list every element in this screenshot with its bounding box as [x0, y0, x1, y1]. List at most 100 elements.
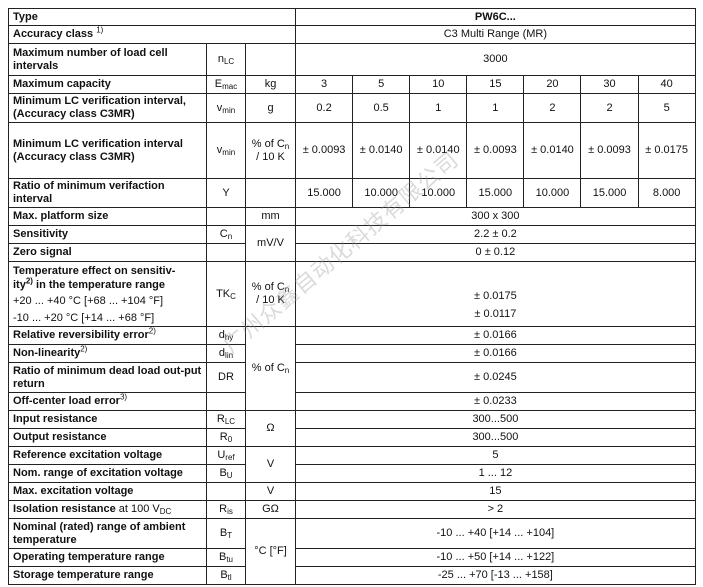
value: 10.000 [409, 178, 468, 208]
symbol: Cn [206, 225, 246, 244]
value: 2 [580, 93, 639, 123]
label: Ratio of minimum dead load out-put retur… [8, 362, 207, 393]
row-sensitivity: Sensitivity Cn mV/V 2.2 ± 0.2 [8, 225, 696, 262]
label: Nominal (rated) range of ambient tempera… [8, 518, 207, 549]
value: ± 0.0166 [295, 344, 696, 363]
unit: % of Cn/ 10 K [244, 122, 297, 179]
label: Nom. range of excitation voltage [8, 464, 207, 483]
row-temperature-effect: Temperature effect on sensitiv-ity2) in … [8, 261, 696, 327]
value: ± 0.0166 [295, 326, 696, 345]
value: 300...500 [295, 428, 696, 447]
value: 300 x 300 [295, 207, 696, 226]
value: -25 ... +70 [-13 ... +158] [295, 566, 696, 585]
unit: mm [244, 207, 297, 226]
value: 20 [523, 75, 582, 94]
value: ± 0.0175 ± 0.0117 [295, 261, 696, 327]
unit: Ω [244, 410, 297, 447]
row-input-resistance: Input resistance RLC Ω 300...500 [8, 410, 696, 447]
value: -10 ... +40 [+14 ... +104] [295, 518, 696, 549]
value: 15 [466, 75, 525, 94]
label: Maximum capacity [8, 75, 207, 94]
value: 300...500 [295, 410, 696, 429]
unit [244, 178, 297, 208]
label: Relative reversibility error2) [8, 326, 207, 345]
symbol: BT [206, 518, 246, 549]
value: 0.5 [352, 93, 411, 123]
label: Temperature effect on sensitiv-ity2) in … [8, 261, 207, 327]
symbol: TKC [206, 261, 246, 327]
symbol: vmin [206, 122, 246, 179]
unit: GΩ [244, 500, 297, 519]
row-operating-temperature: Operating temperature range Btu -10 ... … [8, 548, 696, 567]
symbol: Emac [206, 75, 246, 94]
label: Output resistance [8, 428, 207, 447]
symbol [206, 482, 246, 501]
row-platform: Max. platform size mm 300 x 300 [8, 207, 696, 226]
row-storage-temperature: Storage temperature range Btl -25 ... +7… [8, 566, 696, 585]
value: ± 0.0140 [352, 122, 411, 179]
label: Storage temperature range [8, 566, 207, 585]
value: 10.000 [523, 178, 582, 208]
value: > 2 [295, 500, 696, 519]
row-reference-voltage: Reference excitation voltage Uref V 5 [8, 446, 696, 483]
symbol: Btu [206, 548, 246, 567]
value: ± 0.0140 [409, 122, 468, 179]
value: ± 0.0233 [295, 392, 696, 411]
value: 15.000 [580, 178, 639, 208]
row-zero-signal: Zero signal 0 ± 0.12 [8, 243, 696, 262]
label: Type [7, 8, 297, 26]
value: 10.000 [352, 178, 411, 208]
symbol: RLC [206, 410, 246, 429]
symbol [206, 392, 246, 411]
value: 10 [409, 75, 468, 94]
row-ratio-y: Ratio of minimum verifaction interval Y … [8, 178, 696, 208]
label: Off-center load error3) [8, 392, 207, 411]
row-dead-load-return: Ratio of minimum dead load out-put retur… [8, 362, 696, 393]
value: ± 0.0093 [295, 122, 354, 179]
row-accuracy: Accuracy class 1) C3 Multi Range (MR) [7, 25, 696, 44]
row-nlc: Maximum number of load cell intervals nL… [8, 43, 696, 76]
value: 3000 [295, 43, 696, 76]
symbol: R0 [206, 428, 246, 447]
label: Isolation resistance at 100 VDC [8, 500, 207, 519]
label: Operating temperature range [8, 548, 207, 567]
label: Max. platform size [8, 207, 207, 226]
value: 1 [466, 93, 525, 123]
value: 40 [637, 75, 696, 94]
value: ± 0.0093 [580, 122, 639, 179]
row-output-resistance: Output resistance R0 300...500 [8, 428, 696, 447]
row-isolation: Isolation resistance at 100 VDC Ris GΩ >… [8, 500, 696, 519]
unit: °C [°F] [244, 518, 297, 585]
value: 0.2 [295, 93, 354, 123]
symbol [206, 207, 246, 226]
unit: mV/V [244, 225, 297, 262]
value: 5 [637, 93, 696, 123]
value: 2 [523, 93, 582, 123]
value: 15.000 [466, 178, 525, 208]
spec-table: Type PW6C... Accuracy class 1) C3 Multi … [7, 8, 696, 585]
symbol: nLC [206, 43, 246, 76]
label: Non-linearity2) [8, 344, 207, 363]
row-reversibility: Relative reversibility error2) dhy % of … [8, 326, 696, 411]
row-ambient-temperature: Nominal (rated) range of ambient tempera… [8, 518, 696, 585]
label: Minimum LC verification interval (Accurac… [8, 122, 207, 179]
symbol: dlin [206, 344, 246, 363]
value: 1 ... 12 [295, 464, 696, 483]
symbol: Y [206, 178, 246, 208]
label: Sensitivity [8, 225, 207, 244]
value: 0 ± 0.12 [295, 243, 696, 262]
row-non-linearity: Non-linearity2) dlin ± 0.0166 [8, 344, 696, 363]
label: Reference excitation voltage [8, 446, 207, 465]
value: PW6C... [295, 8, 696, 26]
value: C3 Multi Range (MR) [295, 25, 696, 44]
label: Ratio of minimum verifaction interval [8, 178, 207, 208]
label: Max. excitation voltage [8, 482, 207, 501]
symbol: DR [206, 362, 246, 393]
symbol: Ris [206, 500, 246, 519]
symbol [206, 243, 246, 262]
unit: % of Cn/ 10 K [244, 261, 297, 327]
symbol: dhy [206, 326, 246, 345]
label: Accuracy class 1) [7, 25, 297, 44]
row-excitation-range: Nom. range of excitation voltage BU 1 ..… [8, 464, 696, 483]
value: 5 [295, 446, 696, 465]
